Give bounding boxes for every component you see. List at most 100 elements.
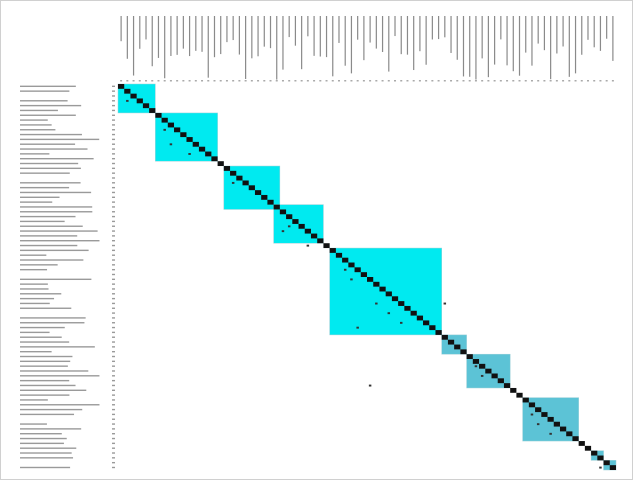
diagonal-cell <box>410 310 417 316</box>
row-label <box>20 317 86 319</box>
row-label <box>20 133 82 136</box>
column-index <box>512 80 515 82</box>
column-label <box>375 16 377 49</box>
row-label <box>20 307 72 309</box>
column-label <box>188 16 191 57</box>
row-index <box>112 249 115 252</box>
column-label <box>599 16 602 51</box>
column-label <box>276 16 278 80</box>
row-label <box>20 341 70 343</box>
column-index <box>313 80 316 82</box>
row-label <box>20 389 87 391</box>
row-index <box>112 375 115 377</box>
dependency-mark <box>387 312 391 315</box>
column-index <box>599 80 602 82</box>
column-index <box>176 80 179 82</box>
column-index <box>157 80 160 82</box>
row-label <box>20 326 65 329</box>
row-index <box>112 129 115 131</box>
row-index <box>112 466 115 469</box>
column-index <box>418 80 421 82</box>
row-index <box>112 389 115 391</box>
diagonal-cell <box>292 219 299 224</box>
row-label <box>20 394 70 396</box>
column-label <box>151 16 153 67</box>
column-index <box>562 80 565 82</box>
dependency-mark <box>287 225 291 228</box>
row-label <box>20 428 82 430</box>
dependency-mark <box>375 302 378 305</box>
column-index <box>232 80 235 82</box>
diagonal-cell <box>454 344 461 350</box>
row-label <box>20 100 68 102</box>
row-label <box>20 211 93 213</box>
diagonal-cell <box>373 281 380 287</box>
column-index <box>120 80 123 82</box>
diagonal-cell <box>510 387 517 393</box>
diagonal-cell <box>192 141 199 147</box>
column-index <box>412 80 415 82</box>
row-index <box>112 437 115 440</box>
row-index <box>112 442 115 445</box>
row-label <box>20 104 82 107</box>
diagonal-cell <box>186 137 193 142</box>
column-label <box>288 16 290 38</box>
column-label <box>406 16 409 55</box>
row-label <box>20 322 85 324</box>
dependency-mark <box>399 321 403 324</box>
row-label <box>20 153 50 155</box>
row-index <box>112 457 115 459</box>
row-label <box>20 355 73 358</box>
column-index <box>456 80 459 82</box>
row-label <box>20 336 62 338</box>
row-label <box>20 235 78 237</box>
row-label <box>20 162 79 165</box>
row-index <box>112 370 115 372</box>
column-index <box>369 80 372 82</box>
row-index <box>112 153 115 155</box>
column-label <box>338 16 340 43</box>
column-index <box>506 80 509 82</box>
row-label <box>20 423 47 425</box>
row-index <box>112 100 115 102</box>
row-index <box>112 133 115 136</box>
diagonal-cell <box>360 272 367 277</box>
diagonal-cell <box>553 421 560 427</box>
column-index <box>275 80 278 82</box>
row-index <box>112 365 115 367</box>
row-label <box>20 399 48 401</box>
row-label <box>20 331 50 334</box>
column-label <box>413 16 415 71</box>
column-label <box>431 16 433 40</box>
column-label <box>282 16 284 70</box>
column-label <box>437 16 440 40</box>
row-index <box>112 394 115 396</box>
column-index <box>288 80 291 82</box>
column-index <box>543 80 546 82</box>
column-index <box>580 80 583 82</box>
column-label <box>512 16 514 72</box>
row-index <box>112 331 115 334</box>
column-label <box>606 16 608 39</box>
row-label <box>20 413 75 416</box>
dependency-mark <box>231 181 235 184</box>
diagonal-cell <box>367 277 374 282</box>
row-index <box>112 360 115 363</box>
diagonal-cell <box>472 359 480 364</box>
diagonal-cell <box>242 180 249 186</box>
column-label <box>562 16 564 47</box>
column-index <box>406 80 409 82</box>
row-index <box>112 148 115 150</box>
row-index <box>112 177 115 179</box>
column-index <box>213 80 216 82</box>
row-index <box>112 408 115 411</box>
row-index <box>112 404 115 406</box>
column-label <box>132 16 135 76</box>
diagonal-cell <box>298 223 305 229</box>
diagonal-cell <box>460 349 467 355</box>
diagonal-cell <box>279 209 287 215</box>
dependency-mark <box>126 99 129 102</box>
diagonal-cell <box>130 93 137 99</box>
column-label <box>263 16 265 47</box>
column-index <box>437 80 440 82</box>
